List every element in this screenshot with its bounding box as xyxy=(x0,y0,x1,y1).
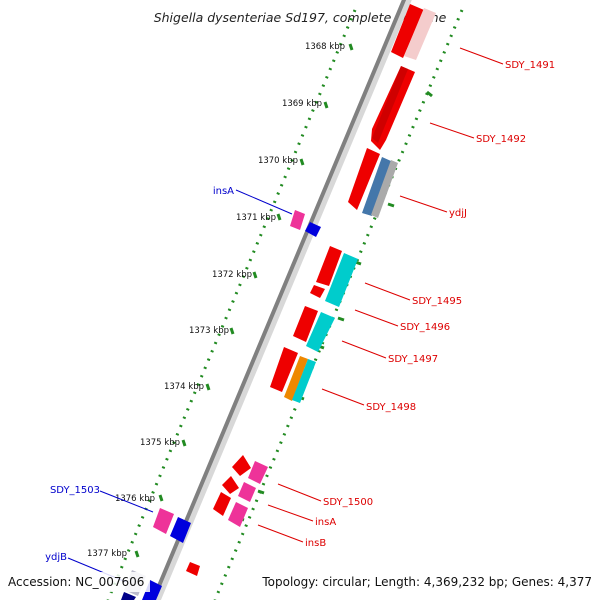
gene-sdy-1496-red[interactable] xyxy=(293,306,318,342)
gene-sdy-1495-red-small[interactable] xyxy=(310,285,325,298)
gene-insa-bottom-red[interactable] xyxy=(222,476,239,494)
gene-label-ydjb[interactable]: ydjB xyxy=(45,552,67,563)
backbone-shadow xyxy=(151,0,412,600)
tick-label-1377: 1377 kbp xyxy=(87,549,127,559)
gene-sdy-1498-cyan[interactable] xyxy=(292,359,316,403)
footer-right-backing xyxy=(256,572,596,592)
gene-small-red-bottom[interactable] xyxy=(186,562,200,576)
gene-label-sdy-1497[interactable]: SDY_1497 xyxy=(388,354,438,365)
tick-label-1375: 1375 kbp xyxy=(140,438,180,448)
gene-label-sdy-1498[interactable]: SDY_1498 xyxy=(366,402,416,413)
gene-insb-pink[interactable] xyxy=(228,502,248,527)
gene-label-insa-top[interactable]: insA xyxy=(213,186,234,197)
gene-label-sdy-1495[interactable]: SDY_1495 xyxy=(412,296,462,307)
gene-sdy-1491-grey[interactable] xyxy=(404,8,436,60)
gene-label-sdy-1491[interactable]: SDY_1491 xyxy=(505,60,555,71)
gene-label-sdy-1492[interactable]: SDY_1492 xyxy=(476,134,526,145)
gene-sdy-1503-blue[interactable] xyxy=(170,517,191,543)
gene-insa-bottom-pink[interactable] xyxy=(238,482,256,502)
accession-text: Accession: NC_007606 xyxy=(8,575,144,589)
gene-insa-top-blue[interactable] xyxy=(305,222,321,237)
gene-label-insa-bottom[interactable]: insA xyxy=(315,517,336,528)
gene-sdy-1491[interactable] xyxy=(391,4,424,58)
gene-sdy-1492-shade[interactable] xyxy=(372,66,408,143)
tick-label-1372: 1372 kbp xyxy=(212,270,252,280)
gene-insb-red[interactable] xyxy=(213,492,231,516)
tick-label-1374: 1374 kbp xyxy=(164,382,204,392)
map-title: Shigella dysenteriae Sd197, complete gen… xyxy=(154,10,447,25)
gene-sdy-1498-red[interactable] xyxy=(270,347,298,392)
topology-summary: Topology: circular; Length: 4,369,232 bp… xyxy=(261,575,592,589)
gene-label-ydjj[interactable]: ydjJ xyxy=(449,208,467,219)
gene-ydjb-blue[interactable] xyxy=(142,580,162,600)
gene-insa-top-pink[interactable] xyxy=(290,210,305,230)
tick-label-1368: 1368 kbp xyxy=(305,42,345,52)
gene-sdy-1500-red-a[interactable] xyxy=(232,455,251,476)
gene-label-sdy-1503[interactable]: SDY_1503 xyxy=(50,485,100,496)
gene-sdy-1503-pink[interactable] xyxy=(153,508,174,534)
gene-sdy-1495-red[interactable] xyxy=(316,246,342,286)
gene-label-insb[interactable]: insB xyxy=(305,538,326,549)
gene-features xyxy=(121,4,436,600)
gene-label-sdy-1500[interactable]: SDY_1500 xyxy=(323,497,373,508)
gene-ydjj-steel[interactable] xyxy=(362,157,391,216)
gene-ydjj-red[interactable] xyxy=(348,148,380,210)
kbp-ticks xyxy=(134,43,354,558)
gene-sdy-1497-cyan[interactable] xyxy=(306,312,335,352)
gene-label-sdy-1496[interactable]: SDY_1496 xyxy=(400,322,450,333)
tick-label-1373: 1373 kbp xyxy=(189,326,229,336)
footer-left-backing xyxy=(4,572,150,592)
gene-sdy-1500-pink[interactable] xyxy=(248,461,268,484)
gene-ydjb-navy[interactable] xyxy=(121,592,136,600)
label-leaders xyxy=(67,47,504,583)
gene-sdy-1495-cyan[interactable] xyxy=(325,253,358,307)
tick-label-1369: 1369 kbp xyxy=(282,99,322,109)
tick-label-1370: 1370 kbp xyxy=(258,156,298,166)
backbone xyxy=(150,0,407,600)
tick-label-1371: 1371 kbp xyxy=(236,213,276,223)
gene-ydjj-grey[interactable] xyxy=(371,160,398,218)
gene-sdy-1498-orange[interactable] xyxy=(284,356,308,401)
tick-label-1376: 1376 kbp xyxy=(115,494,155,504)
